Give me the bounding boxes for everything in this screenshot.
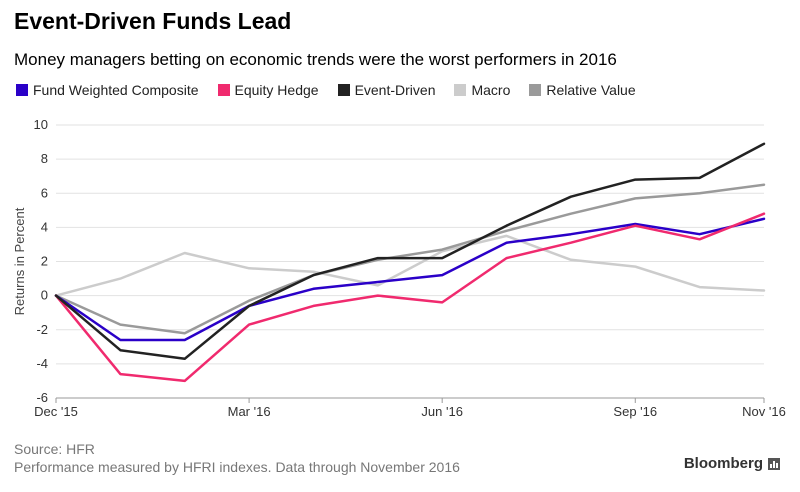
y-tick-label: -4	[36, 356, 48, 371]
footer: Source: HFR Performance measured by HFRI…	[14, 440, 460, 476]
legend-swatch	[16, 84, 28, 96]
x-tick-label: Sep '16	[613, 404, 657, 419]
legend: Fund Weighted Composite Equity Hedge Eve…	[16, 82, 655, 98]
series-line-event-driven	[54, 142, 766, 361]
legend-label: Macro	[471, 82, 511, 98]
legend-item-relative-value: Relative Value	[529, 82, 636, 98]
series-line-fund-weighted-composite	[54, 217, 766, 342]
legend-item-fund-weighted-composite: Fund Weighted Composite	[16, 82, 199, 98]
x-tick-label: Nov '16	[742, 404, 786, 419]
legend-item-event-driven: Event-Driven	[337, 82, 436, 98]
legend-swatch	[217, 84, 230, 96]
series-line-relative-value	[54, 183, 766, 335]
y-tick-label: 4	[41, 219, 48, 234]
legend-swatch	[337, 84, 350, 96]
x-tick-label: Jun '16	[421, 404, 463, 419]
legend-item-macro: Macro	[454, 82, 510, 98]
legend-item-equity-hedge: Equity Hedge	[217, 82, 319, 98]
y-tick-label: 2	[41, 254, 48, 269]
bar-chart-icon	[768, 457, 780, 470]
x-tick-label: Mar '16	[228, 404, 271, 419]
series-line-macro	[54, 234, 766, 297]
brand-name: Bloomberg	[683, 455, 763, 472]
brand-logo: Bloomberg	[684, 455, 780, 472]
data-note: Performance measured by HFRI indexes. Da…	[14, 459, 460, 475]
series-line-equity-hedge	[54, 212, 766, 383]
chart-title: Event-Driven Funds Lead	[14, 8, 292, 34]
y-tick-label: 8	[41, 151, 48, 166]
y-tick-label: 0	[41, 288, 48, 303]
legend-label: Fund Weighted Composite	[33, 82, 199, 98]
y-tick-label: 10	[34, 117, 48, 132]
legend-label: Equity Hedge	[234, 82, 319, 98]
y-tick-label: 6	[41, 185, 48, 200]
y-axis-title: Returns in Percent	[12, 207, 27, 315]
y-tick-label: -6	[36, 390, 48, 405]
chart-subtitle: Money managers betting on economic trend…	[14, 50, 617, 69]
y-tick-label: -2	[36, 322, 48, 337]
x-tick-label: Dec '15	[34, 404, 78, 419]
legend-label: Event-Driven	[354, 82, 436, 98]
legend-swatch	[454, 84, 467, 96]
legend-label: Relative Value	[546, 82, 636, 98]
source-note: Source: HFR	[14, 441, 95, 457]
legend-swatch	[529, 84, 542, 96]
